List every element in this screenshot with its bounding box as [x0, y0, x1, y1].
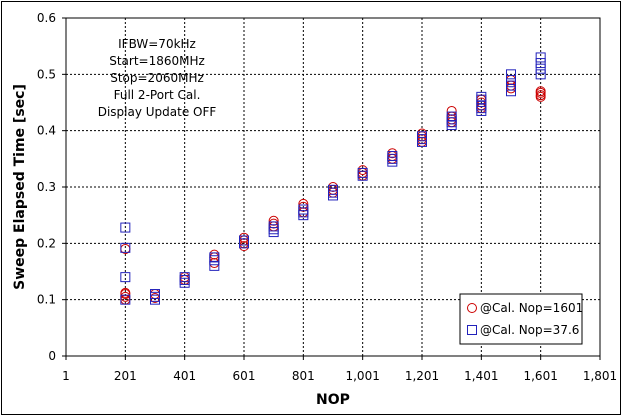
y-axis: 0 0.1 0.2 0.3 0.4 0.5 0.6: [37, 11, 66, 363]
y-tick-label: 0.3: [37, 180, 56, 194]
circle-point: [268, 215, 279, 226]
circle-point: [535, 86, 546, 97]
circle-point: [506, 74, 516, 85]
square-point: [476, 91, 487, 102]
y-axis-title: Sweep Elapsed Time [sec]: [12, 84, 28, 290]
annotation-line: Full 2-Port Cal.: [114, 88, 201, 102]
square-point: [417, 131, 427, 142]
circle-point: [446, 105, 457, 116]
square-point: [150, 289, 160, 300]
square-point: [209, 252, 220, 263]
legend-marker-circle: [467, 303, 477, 313]
x-axis: 1 201 401 601 801 1,001 1,201 1,401 1,601 1,801: [62, 356, 617, 383]
x-tick-label: 1,801: [583, 369, 617, 383]
square-point: [120, 294, 131, 305]
legend-label: @Cal. Nop=37.6: [480, 323, 579, 337]
square-point: [328, 184, 338, 195]
x-tick-label: 1,601: [523, 369, 557, 383]
y-tick-label: 0.2: [37, 236, 56, 250]
annotation-block: IFBW=70kHz Start=1860MHz Stop=2060MHz Full …: [98, 37, 217, 119]
x-tick-label: 801: [292, 369, 315, 383]
square-point: [535, 69, 546, 80]
annotation-line: Stop=2060MHz: [110, 71, 204, 85]
annotation-line: Start=1860MHz: [109, 54, 205, 68]
x-tick-label: 1: [62, 369, 70, 383]
circle-point: [120, 287, 131, 298]
y-tick-label: 0: [48, 349, 56, 363]
x-tick-label: 601: [233, 369, 256, 383]
square-point: [535, 63, 546, 74]
circle-point: [298, 198, 309, 209]
square-point: [120, 242, 131, 253]
square-point: [506, 80, 516, 91]
legend-box: [459, 293, 583, 345]
x-tick-label: 1,201: [405, 369, 439, 383]
legend: @Cal. Nop=1601 @Cal. Nop=37.6: [459, 293, 583, 345]
square-point: [268, 221, 279, 232]
square-point: [387, 151, 398, 162]
y-tick-label: 0.4: [37, 124, 56, 138]
circle-point: [535, 90, 546, 101]
square-point: [357, 167, 368, 178]
square-point: [535, 58, 546, 69]
circle-point: [150, 289, 160, 300]
legend-label: @Cal. Nop=1601: [480, 301, 583, 315]
square-point: [506, 86, 516, 97]
x-axis-title: NOP: [316, 392, 350, 408]
square-point: [239, 235, 249, 246]
annotation-line: Display Update OFF: [98, 105, 217, 119]
square-point: [535, 52, 546, 63]
square-point: [179, 272, 190, 283]
x-tick-label: 1,401: [464, 369, 498, 383]
y-tick-label: 0.6: [37, 11, 56, 25]
square-point: [476, 100, 487, 111]
square-point: [120, 222, 131, 233]
x-tick-label: 401: [173, 369, 196, 383]
square-point: [506, 69, 516, 80]
y-tick-label: 0.1: [37, 293, 56, 307]
square-point: [446, 111, 457, 122]
legend-marker-square: [467, 325, 477, 335]
x-tick-label: 201: [114, 369, 137, 383]
square-point: [209, 260, 220, 271]
x-tick-label: 1,001: [345, 369, 379, 383]
data-markers: [120, 52, 546, 305]
y-tick-label: 0.5: [37, 67, 56, 81]
square-point: [120, 272, 131, 283]
annotation-line: IFBW=70kHz: [118, 37, 196, 51]
square-point: [506, 74, 516, 85]
square-point: [298, 204, 309, 215]
